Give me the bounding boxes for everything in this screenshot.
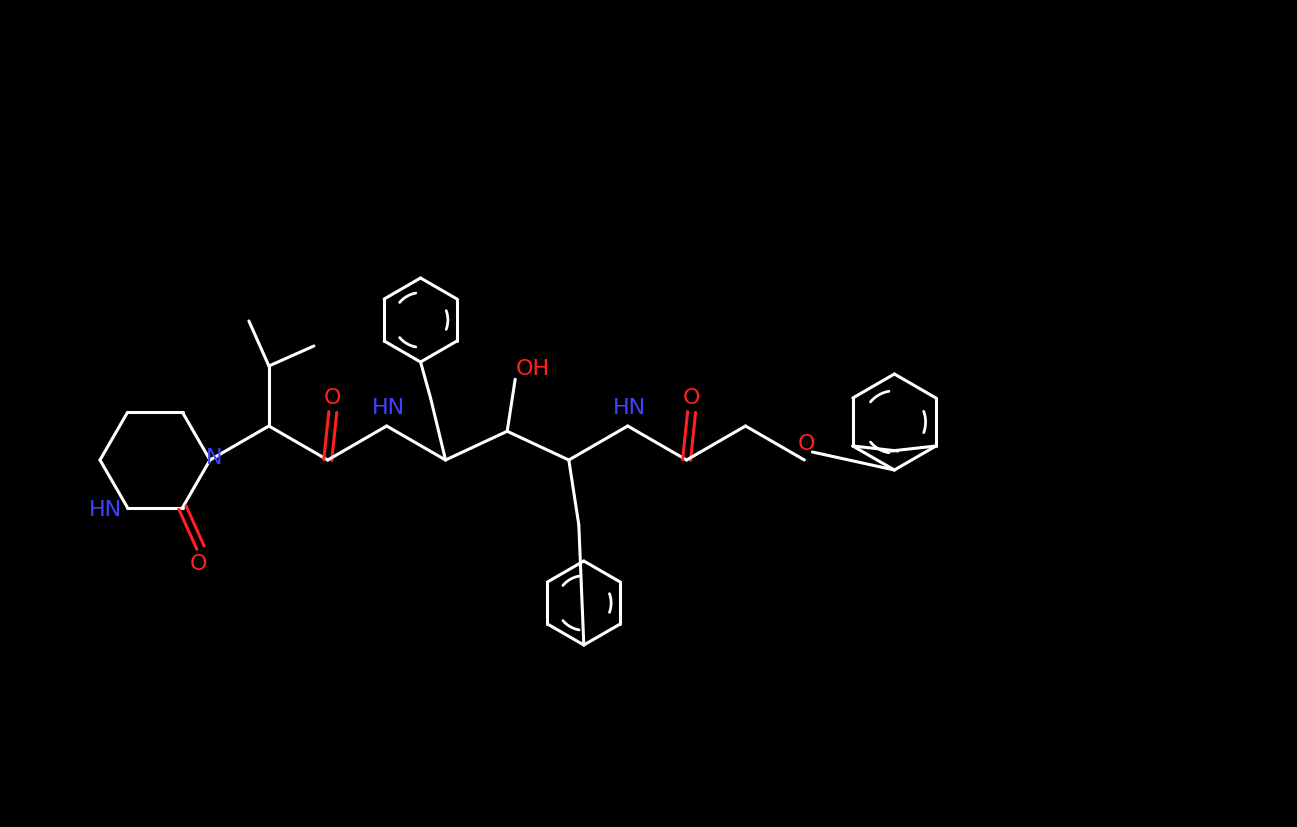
Text: O: O <box>682 388 700 408</box>
Text: OH: OH <box>516 359 550 380</box>
Text: O: O <box>324 388 341 408</box>
Text: HN: HN <box>372 398 405 418</box>
Text: N: N <box>206 448 222 468</box>
Text: HN: HN <box>613 398 646 418</box>
Text: HN: HN <box>89 500 122 519</box>
Text: O: O <box>798 434 815 454</box>
Text: O: O <box>189 553 208 574</box>
